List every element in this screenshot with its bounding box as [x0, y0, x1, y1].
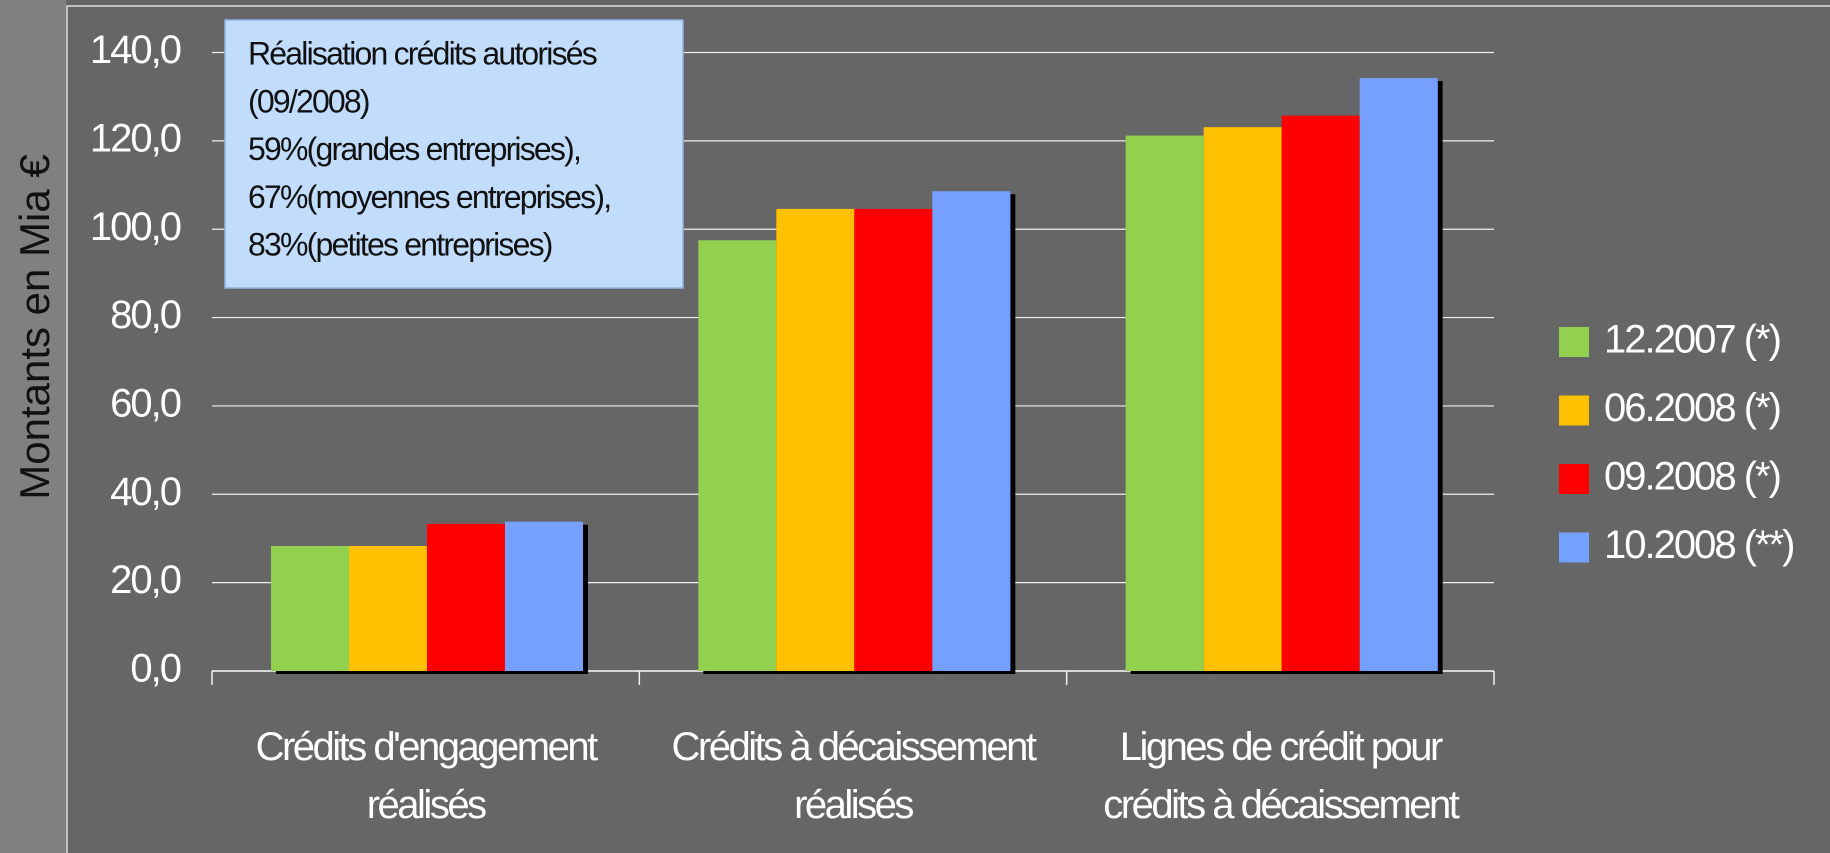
bar: [1125, 135, 1204, 671]
annotation-line: 59%(grandes entreprises),: [248, 131, 580, 167]
legend-label: 10.2008 (**): [1604, 523, 1793, 567]
bar: [1203, 127, 1282, 671]
bar: [776, 208, 855, 671]
legend-swatch: [1559, 532, 1589, 563]
legend-swatch: [1559, 395, 1589, 426]
annotation-line: Réalisation crédits autorisés: [248, 35, 597, 71]
bar: [271, 545, 349, 671]
bar: [932, 191, 1011, 672]
legend-label: 09.2008 (*): [1604, 455, 1780, 499]
annotation-line: 83%(petites entreprises): [248, 227, 552, 263]
bar: [505, 521, 583, 671]
bar: [698, 240, 777, 672]
y-tick-label: 40,0: [110, 470, 181, 514]
y-tick-label: 20,0: [110, 558, 181, 602]
x-tick-label: Lignes de crédit pour crédits à décaisse…: [1103, 725, 1460, 827]
bar: [854, 208, 933, 671]
annotation: Réalisation crédits autorisés (09/2008) 59…: [224, 19, 684, 289]
annotation-line: (09/2008): [248, 83, 369, 119]
bar: [349, 545, 427, 671]
bar: [427, 523, 505, 671]
x-tick-label: Crédits à décaissement réalisés: [671, 725, 1037, 827]
y-tick-label: 140,0: [90, 28, 181, 72]
bar: [1359, 78, 1438, 671]
annotation-line: 67%(moyennes entreprises),: [248, 179, 610, 215]
annotation-box: [224, 19, 684, 289]
legend-swatch: [1559, 464, 1589, 494]
y-tick-label: 80,0: [110, 293, 181, 337]
y-tick-label: 100,0: [90, 205, 181, 249]
legend-swatch: [1559, 327, 1589, 357]
left-strip: [0, 0, 66, 853]
legend-label: 12.2007 (*): [1604, 318, 1780, 362]
legend-label: 06.2008 (*): [1604, 386, 1780, 430]
y-tick-label: 0,0: [130, 647, 180, 691]
x-tick-label: Crédits d'engagement réalisés: [255, 725, 599, 827]
bar: [1281, 115, 1360, 671]
y-tick-label: 120,0: [90, 116, 181, 160]
y-tick-label: 60,0: [110, 381, 181, 425]
y-axis-label: Montants en Mia €: [11, 154, 58, 500]
